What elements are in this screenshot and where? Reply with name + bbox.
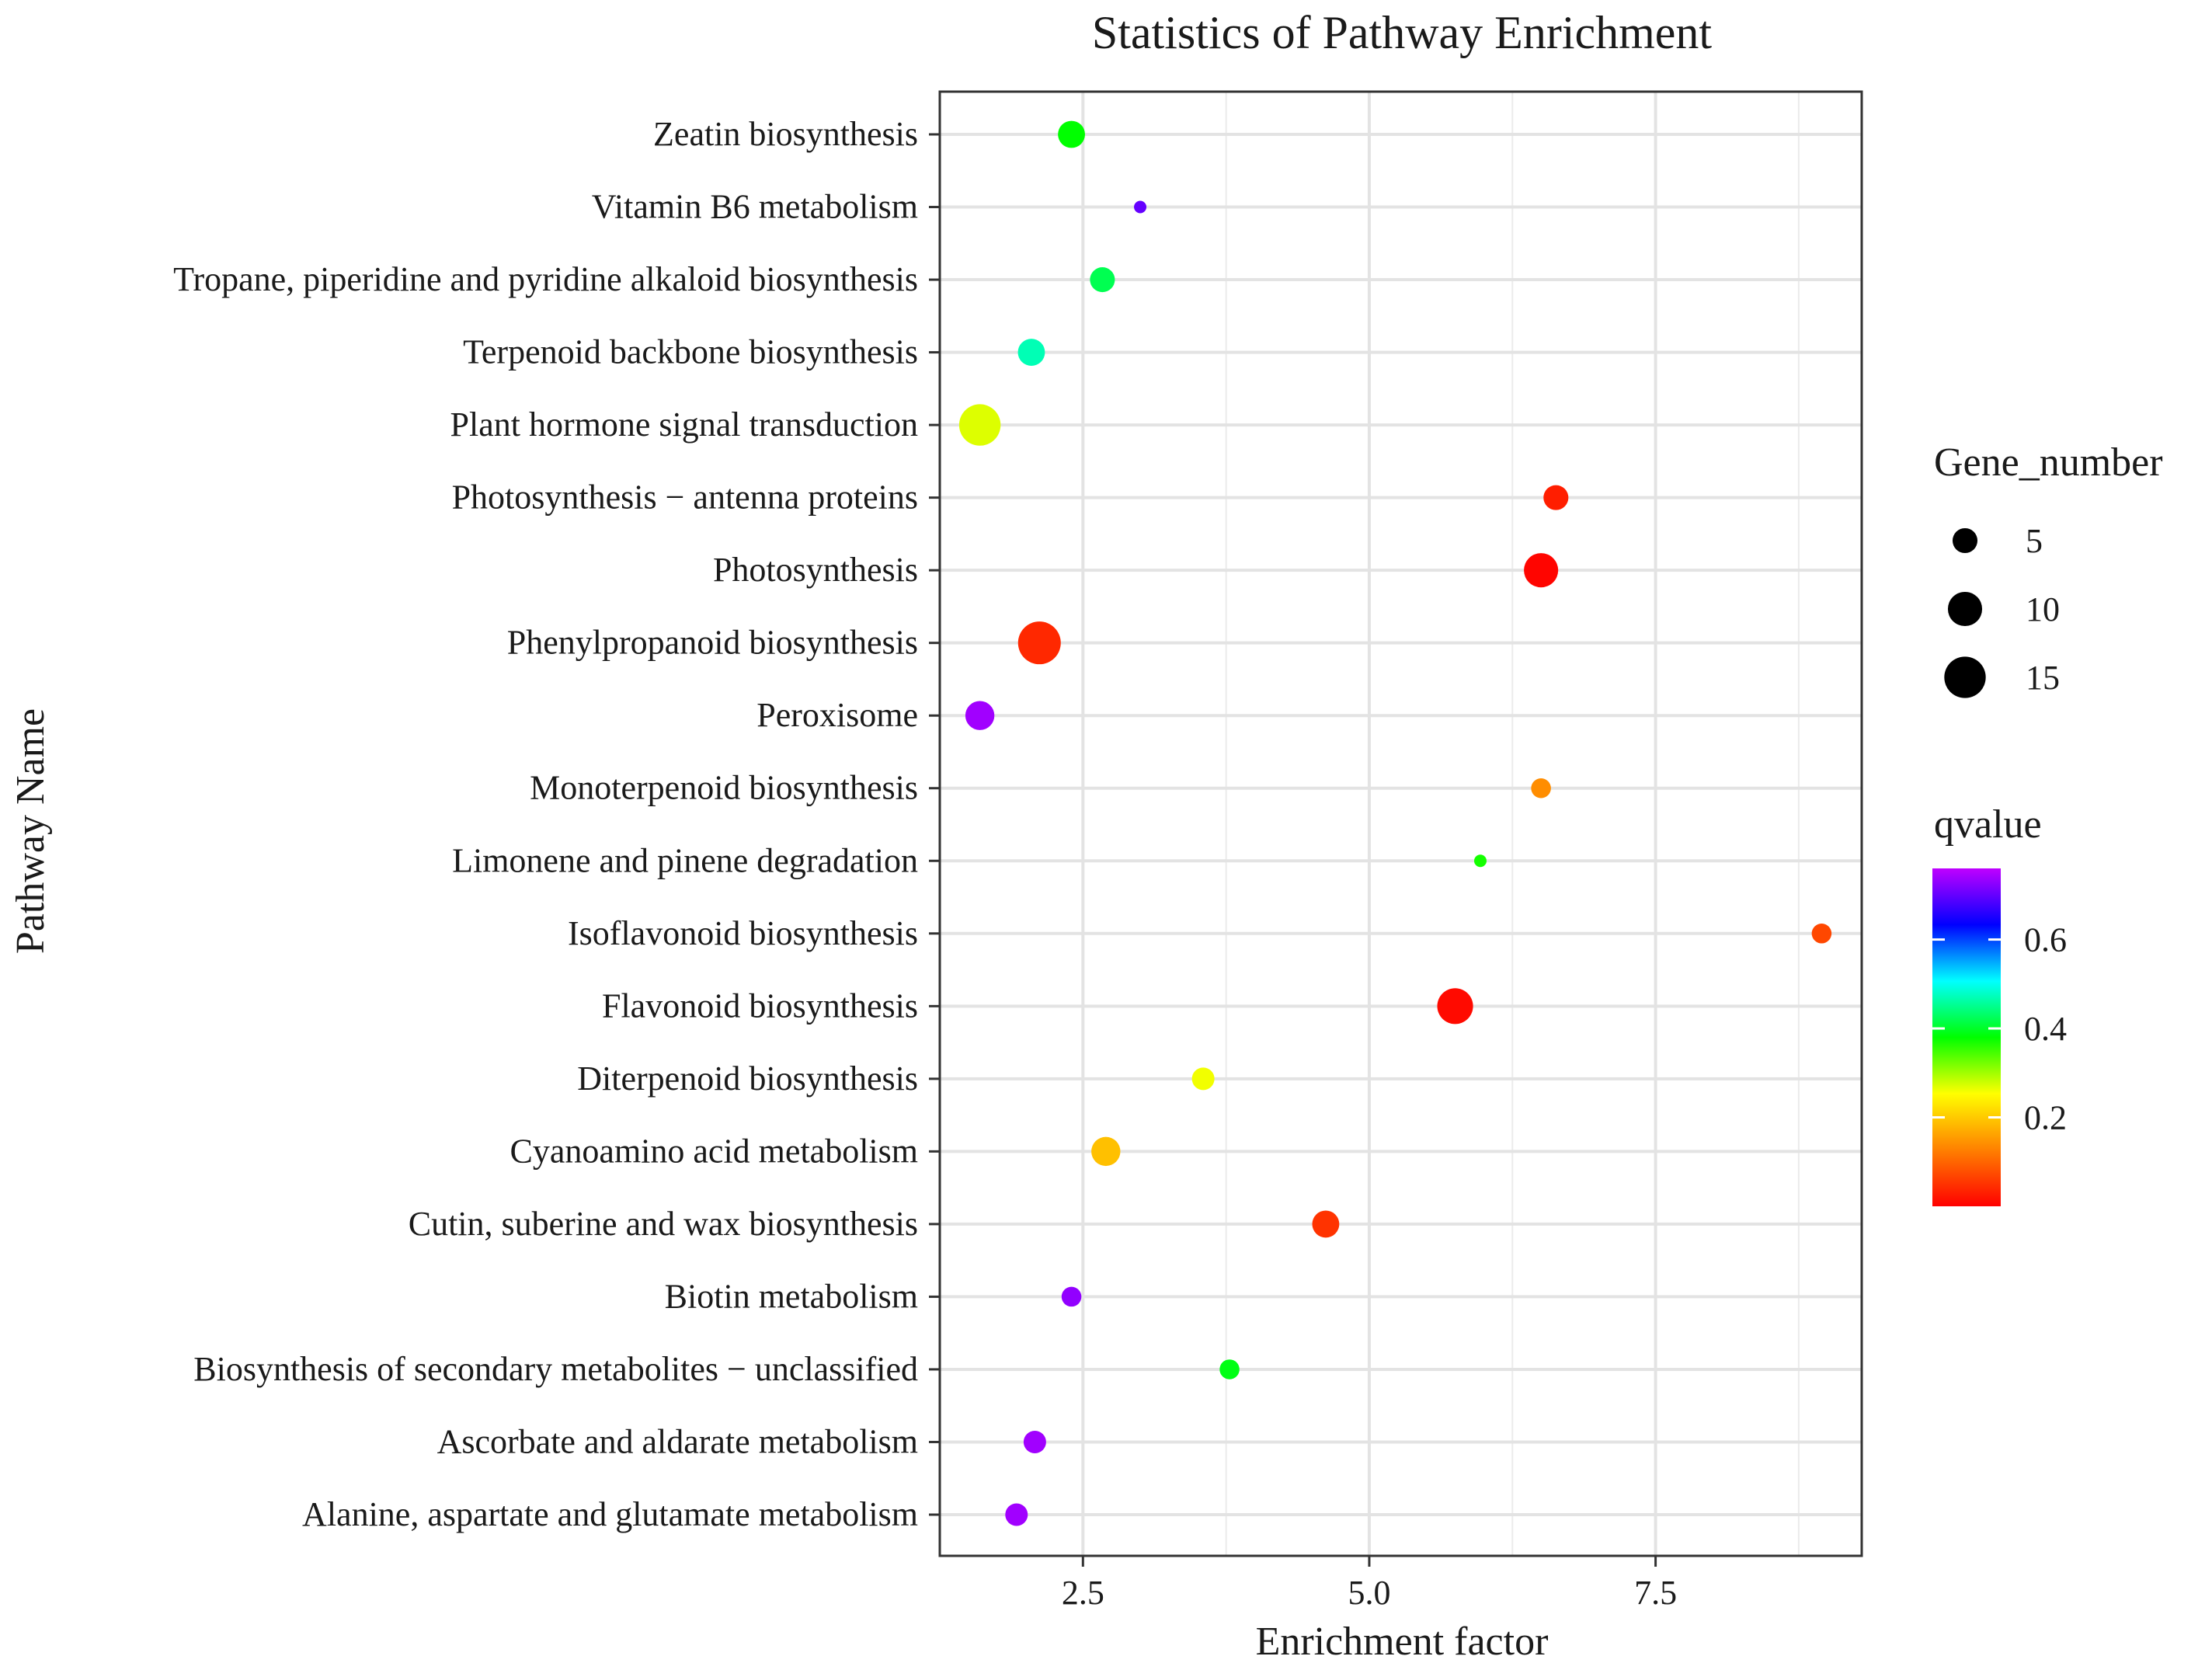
y-tick-label: Tropane, piperidine and pyridine alkaloi… [173, 260, 918, 298]
y-tick-label: Ascorbate and aldarate metabolism [437, 1422, 918, 1460]
data-point [1091, 1136, 1121, 1167]
colorbar-tick-label: 0.2 [2024, 1099, 2067, 1137]
x-tick-label: 7.5 [1634, 1574, 1677, 1612]
size-legend-key [1944, 656, 1986, 698]
y-tick-label: Vitamin B6 metabolism [592, 188, 918, 226]
y-tick-label: Biotin metabolism [665, 1277, 918, 1315]
plot-area: Zeatin biosynthesis Vitamin B6 metabolism… [173, 90, 1863, 1612]
plot-background [940, 92, 1862, 1556]
data-point [1017, 339, 1045, 367]
data-point [1058, 120, 1085, 148]
data-point [1061, 1286, 1082, 1307]
data-point [1473, 854, 1487, 868]
y-tick-label: Biosynthesis of secondary metabolites − … [193, 1350, 918, 1388]
data-point [1543, 485, 1569, 510]
data-point [1005, 1503, 1028, 1526]
x-axis-label: Enrichment factor [1256, 1620, 1549, 1664]
size-legend-title: Gene_number [1934, 440, 2163, 485]
data-point [965, 701, 995, 730]
colorbar-tick-label: 0.4 [2024, 1010, 2067, 1048]
y-tick-label: Diterpenoid biosynthesis [577, 1059, 918, 1098]
size-legend-label: 15 [2026, 659, 2060, 697]
data-point [1017, 621, 1061, 665]
x-tick-label: 2.5 [1062, 1574, 1104, 1612]
x-tick-label: 5.0 [1348, 1574, 1390, 1612]
y-tick-label: Photosynthesis − antenna proteins [452, 478, 918, 517]
y-tick-label: Zeatin biosynthesis [653, 115, 918, 153]
y-tick-label: Cutin, suberine and wax biosynthesis [409, 1205, 918, 1243]
y-tick-label: Monoterpenoid biosynthesis [530, 769, 918, 807]
y-tick-label: Isoflavonoid biosynthesis [568, 914, 918, 952]
qvalue-colorbar [1932, 868, 2001, 1206]
size-legend-key [1947, 591, 1983, 627]
data-point [1531, 778, 1551, 798]
y-tick-label: Peroxisome [756, 696, 918, 734]
data-point [1437, 988, 1473, 1025]
data-point [1090, 267, 1115, 293]
y-tick-label: Plant hormone signal transduction [450, 405, 918, 444]
chart-title: Statistics of Pathway Enrichment [1092, 7, 1713, 58]
data-point [1312, 1210, 1340, 1238]
y-tick-label: Alanine, aspartate and glutamate metabol… [302, 1495, 918, 1533]
y-tick-label: Cyanoamino acid metabolism [510, 1132, 918, 1170]
data-point [1023, 1430, 1046, 1453]
colorbar-tick-label: 0.6 [2024, 921, 2067, 959]
y-tick-label: Terpenoid backbone biosynthesis [463, 333, 918, 371]
data-point [1219, 1359, 1240, 1380]
y-tick-label: Flavonoid biosynthesis [602, 986, 918, 1025]
data-point [1191, 1067, 1215, 1091]
data-point [1134, 200, 1147, 214]
y-tick-label: Limonene and pinene degradation [452, 841, 918, 879]
data-point [1524, 553, 1559, 588]
y-axis-label: Pathway Name [9, 708, 53, 954]
y-tick-label: Photosynthesis [713, 551, 918, 589]
size-legend: Gene_number 5 10 15 [1934, 440, 2163, 698]
size-legend-label: 10 [2026, 590, 2060, 628]
size-legend-label: 5 [2026, 522, 2043, 560]
qvalue-legend-title: qvalue [1934, 802, 2042, 847]
plot-border [938, 90, 1863, 1557]
data-point [958, 404, 1001, 446]
size-legend-key [1952, 527, 1978, 554]
qvalue-legend: qvalue 0.2 0.4 0.6 [1932, 802, 2067, 1206]
data-point [1811, 924, 1832, 944]
y-tick-label: Phenylpropanoid biosynthesis [507, 624, 918, 662]
